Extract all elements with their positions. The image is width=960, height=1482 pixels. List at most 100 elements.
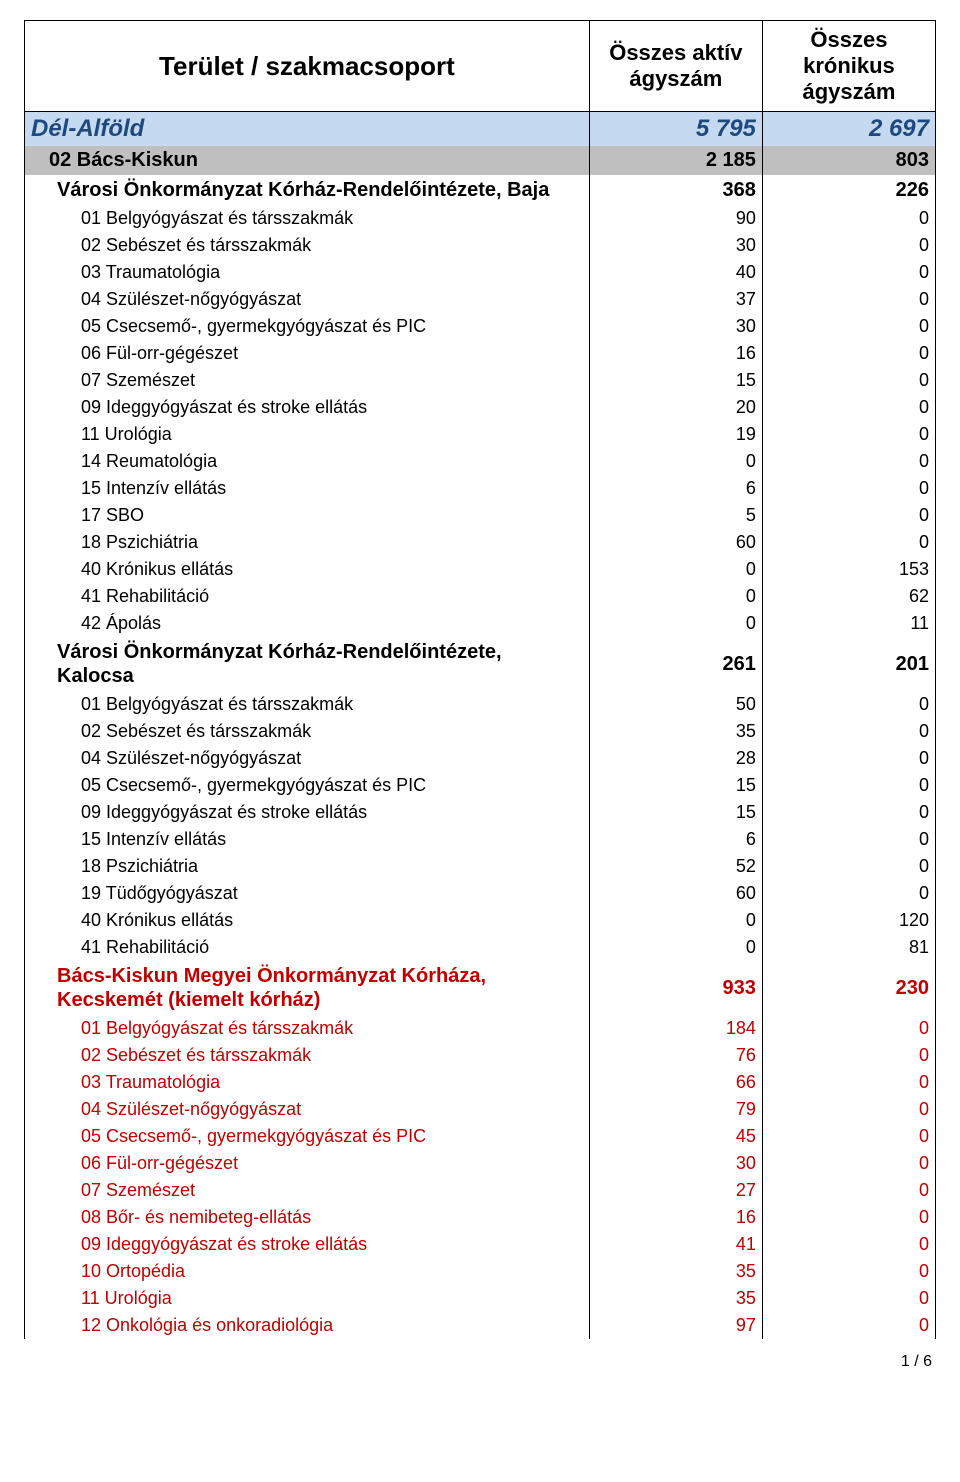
row-name: 15 Intenzív ellátás	[25, 826, 590, 853]
row-active: 6	[589, 475, 762, 502]
row-chronic: 0	[762, 1285, 935, 1312]
row-chronic: 803	[762, 146, 935, 175]
row-chronic: 0	[762, 232, 935, 259]
row-active: 0	[589, 934, 762, 961]
detail-row: 04 Szülészet-nőgyógyászat370	[25, 286, 936, 313]
row-chronic: 0	[762, 1258, 935, 1285]
row-name: 04 Szülészet-nőgyógyászat	[25, 1096, 590, 1123]
row-active: 16	[589, 1204, 762, 1231]
row-chronic: 153	[762, 556, 935, 583]
row-active: 66	[589, 1069, 762, 1096]
detail-red-row: 09 Ideggyógyászat és stroke ellátás410	[25, 1231, 936, 1258]
row-chronic: 0	[762, 340, 935, 367]
row-chronic: 2 697	[762, 112, 935, 147]
row-active: 15	[589, 772, 762, 799]
detail-red-row: 03 Traumatológia660	[25, 1069, 936, 1096]
detail-row: 01 Belgyógyászat és társszakmák900	[25, 205, 936, 232]
header-row: Terület / szakmacsoport Összes aktív ágy…	[25, 21, 936, 112]
row-chronic: 11	[762, 610, 935, 637]
row-active: 20	[589, 394, 762, 421]
row-chronic: 0	[762, 313, 935, 340]
row-active: 5	[589, 502, 762, 529]
row-active: 37	[589, 286, 762, 313]
row-name: 15 Intenzív ellátás	[25, 475, 590, 502]
detail-red-row: 07 Szemészet270	[25, 1177, 936, 1204]
row-name: 17 SBO	[25, 502, 590, 529]
row-name: 41 Rehabilitáció	[25, 934, 590, 961]
header-name: Terület / szakmacsoport	[25, 21, 590, 112]
row-active: 0	[589, 610, 762, 637]
detail-row: 18 Pszichiátria600	[25, 529, 936, 556]
row-name: 40 Krónikus ellátás	[25, 556, 590, 583]
row-active: 40	[589, 259, 762, 286]
detail-row: 41 Rehabilitáció062	[25, 583, 936, 610]
hospital-row: Városi Önkormányzat Kórház-Rendelőintéze…	[25, 175, 936, 205]
row-name: Városi Önkormányzat Kórház-Rendelőintéze…	[25, 637, 590, 691]
row-active: 184	[589, 1015, 762, 1042]
row-name: 06 Fül-orr-gégészet	[25, 340, 590, 367]
row-chronic: 0	[762, 1042, 935, 1069]
row-active: 27	[589, 1177, 762, 1204]
row-name: 19 Tüdőgyógyászat	[25, 880, 590, 907]
row-name: 03 Traumatológia	[25, 1069, 590, 1096]
row-name: 05 Csecsemő-, gyermekgyógyászat és PIC	[25, 772, 590, 799]
row-chronic: 0	[762, 205, 935, 232]
row-active: 0	[589, 583, 762, 610]
row-chronic: 0	[762, 502, 935, 529]
row-active: 52	[589, 853, 762, 880]
hospital-red-row: Bács-Kiskun Megyei Önkormányzat Kórháza,…	[25, 961, 936, 1015]
row-chronic: 0	[762, 259, 935, 286]
row-active: 60	[589, 880, 762, 907]
row-name: 03 Traumatológia	[25, 259, 590, 286]
row-name: 09 Ideggyógyászat és stroke ellátás	[25, 394, 590, 421]
row-chronic: 0	[762, 421, 935, 448]
row-name: 01 Belgyógyászat és társszakmák	[25, 1015, 590, 1042]
detail-row: 42 Ápolás011	[25, 610, 936, 637]
row-chronic: 0	[762, 475, 935, 502]
row-chronic: 0	[762, 1231, 935, 1258]
row-chronic: 0	[762, 880, 935, 907]
detail-row: 17 SBO50	[25, 502, 936, 529]
detail-red-row: 08 Bőr- és nemibeteg-ellátás160	[25, 1204, 936, 1231]
row-active: 30	[589, 232, 762, 259]
row-name: 12 Onkológia és onkoradiológia	[25, 1312, 590, 1339]
row-chronic: 0	[762, 1312, 935, 1339]
row-chronic: 226	[762, 175, 935, 205]
row-name: 05 Csecsemő-, gyermekgyógyászat és PIC	[25, 1123, 590, 1150]
detail-row: 02 Sebészet és társszakmák350	[25, 718, 936, 745]
row-chronic: 0	[762, 826, 935, 853]
detail-row: 15 Intenzív ellátás60	[25, 475, 936, 502]
page: Terület / szakmacsoport Összes aktív ágy…	[0, 0, 960, 1381]
row-active: 5 795	[589, 112, 762, 147]
row-active: 16	[589, 340, 762, 367]
row-name: 09 Ideggyógyászat és stroke ellátás	[25, 799, 590, 826]
row-active: 45	[589, 1123, 762, 1150]
row-name: 07 Szemészet	[25, 1177, 590, 1204]
row-active: 35	[589, 718, 762, 745]
row-active: 35	[589, 1258, 762, 1285]
detail-row: 05 Csecsemő-, gyermekgyógyászat és PIC30…	[25, 313, 936, 340]
detail-row: 02 Sebészet és társszakmák300	[25, 232, 936, 259]
detail-red-row: 01 Belgyógyászat és társszakmák1840	[25, 1015, 936, 1042]
row-active: 35	[589, 1285, 762, 1312]
row-name: 02 Sebészet és társszakmák	[25, 1042, 590, 1069]
detail-row: 19 Tüdőgyógyászat600	[25, 880, 936, 907]
region-row: Dél-Alföld5 7952 697	[25, 112, 936, 147]
detail-red-row: 05 Csecsemő-, gyermekgyógyászat és PIC45…	[25, 1123, 936, 1150]
row-chronic: 0	[762, 286, 935, 313]
row-chronic: 0	[762, 1177, 935, 1204]
row-chronic: 0	[762, 853, 935, 880]
row-chronic: 0	[762, 772, 935, 799]
row-name: 07 Szemészet	[25, 367, 590, 394]
detail-row: 09 Ideggyógyászat és stroke ellátás200	[25, 394, 936, 421]
row-active: 60	[589, 529, 762, 556]
detail-red-row: 04 Szülészet-nőgyógyászat790	[25, 1096, 936, 1123]
row-name: 01 Belgyógyászat és társszakmák	[25, 691, 590, 718]
detail-row: 07 Szemészet150	[25, 367, 936, 394]
row-chronic: 0	[762, 1204, 935, 1231]
row-chronic: 0	[762, 529, 935, 556]
row-name: 40 Krónikus ellátás	[25, 907, 590, 934]
row-chronic: 120	[762, 907, 935, 934]
row-name: 42 Ápolás	[25, 610, 590, 637]
row-name: Városi Önkormányzat Kórház-Rendelőintéze…	[25, 175, 590, 205]
